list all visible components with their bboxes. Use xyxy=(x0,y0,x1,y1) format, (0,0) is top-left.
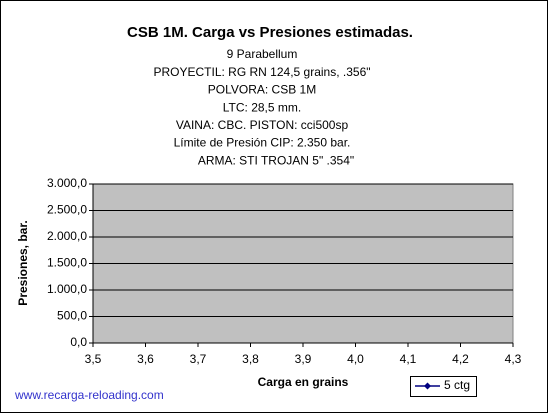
x-tick-label: 4,3 xyxy=(505,352,522,366)
subtitle-line: POLVORA: CSB 1M xyxy=(208,83,316,97)
legend-marker xyxy=(424,382,431,390)
x-tick-label: 4,0 xyxy=(347,352,364,366)
subtitle-line: 9 Parabellum xyxy=(227,47,298,61)
y-tick-label: 1.500,0 xyxy=(47,256,87,270)
x-tick-label: 3,8 xyxy=(242,352,259,366)
x-tick-label: 4,1 xyxy=(400,352,417,366)
subtitle-line: PROYECTIL: RG RN 124,5 grains, .356" xyxy=(153,65,370,79)
x-tick-label: 3,7 xyxy=(190,352,207,366)
x-axis-label: Carga en grains xyxy=(258,375,349,389)
y-tick-label: 0,0 xyxy=(70,335,87,349)
annotation: www.recarga-reloading.com xyxy=(14,388,164,402)
x-tick-label: 3,9 xyxy=(295,352,312,366)
y-tick-label: 2.000,0 xyxy=(47,229,87,243)
legend-box xyxy=(410,376,477,397)
subtitle-line: ARMA: STI TROJAN 5" .354" xyxy=(198,153,354,167)
y-axis-label: Presiones, bar. xyxy=(16,220,30,305)
y-tick-label: 1.000,0 xyxy=(47,282,87,296)
y-tick-label: 500,0 xyxy=(57,309,87,323)
subtitle-line: Límite de Presión CIP: 2.350 bar. xyxy=(174,136,351,150)
chart-title: CSB 1M. Carga vs Presiones estimadas. xyxy=(127,24,413,41)
subtitle-line: LTC: 28,5 mm. xyxy=(223,100,301,114)
x-tick-label: 4,2 xyxy=(452,352,469,366)
x-tick-label: 3,6 xyxy=(137,352,154,366)
x-tick-label: 3,5 xyxy=(85,352,102,366)
legend-label: 5 ctg xyxy=(444,378,470,392)
y-tick-label: 2.500,0 xyxy=(47,203,87,217)
y-tick-label: 3.000,0 xyxy=(47,176,87,190)
subtitle-line: VAINA: CBC. PISTON: cci500sp xyxy=(176,118,349,132)
